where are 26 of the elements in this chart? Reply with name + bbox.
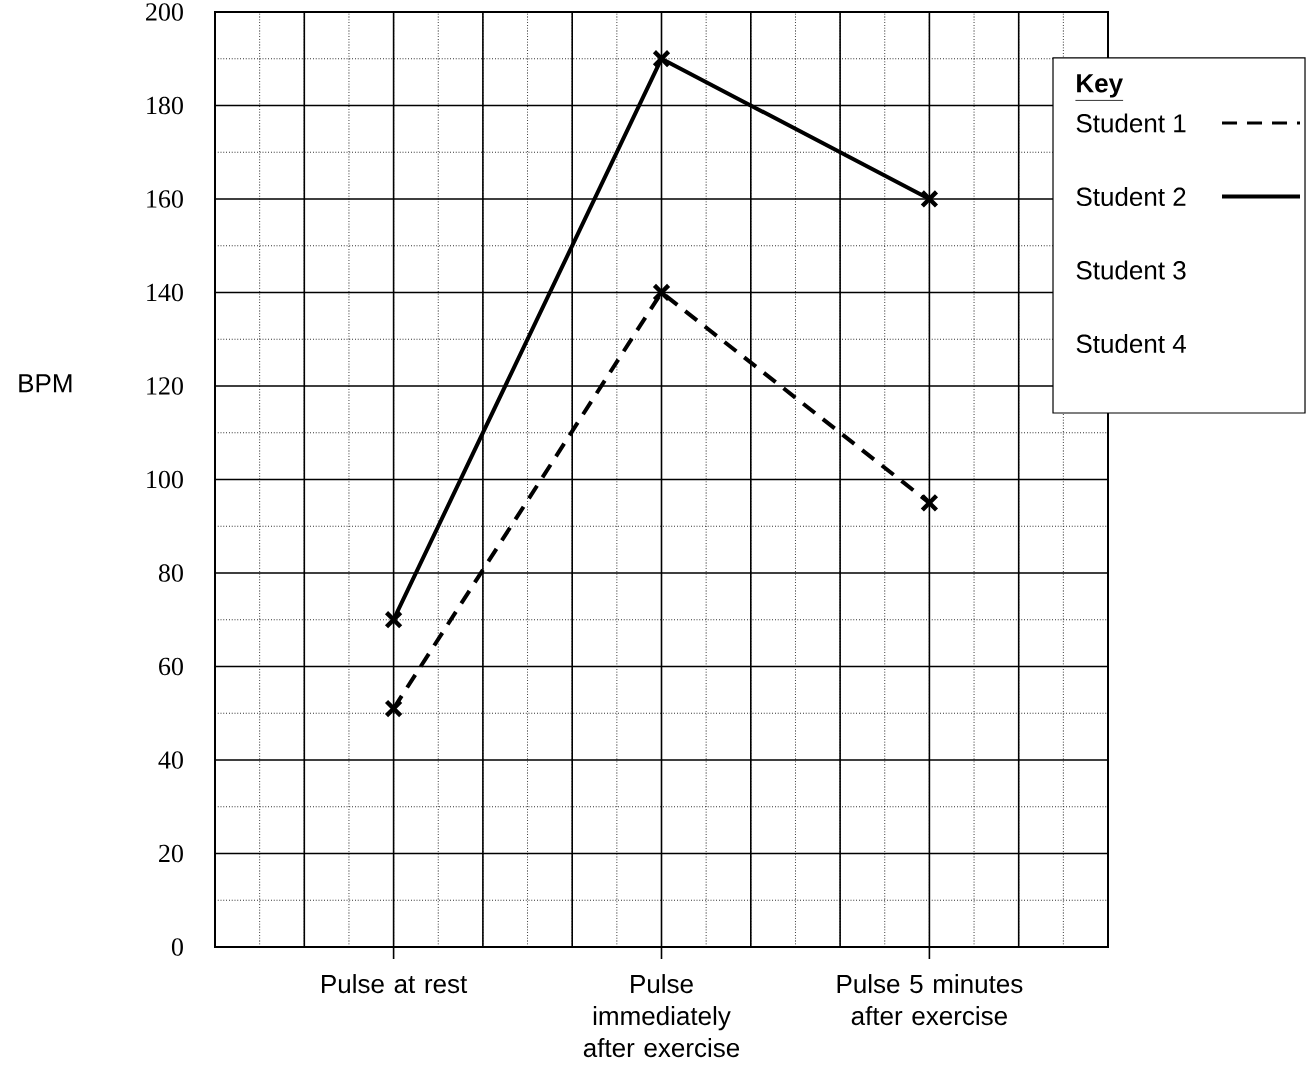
text: Student 4	[1076, 333, 1186, 354]
legend-label: Student 1	[1076, 113, 1186, 133]
x-tick-label: Pulse at rest	[322, 974, 468, 994]
legend-label: Student 2	[1076, 186, 1186, 207]
y-tick-label: 20	[159, 844, 183, 863]
y-tick-label: 180	[147, 96, 183, 115]
y-tick-label: 160	[147, 190, 183, 208]
legend-title: Key	[1077, 74, 1123, 98]
y-tick-label: 60	[159, 657, 183, 676]
point	[920, 189, 939, 209]
point	[384, 610, 403, 630]
x-tick-label: Pulse immediately after exercise	[583, 974, 740, 1058]
point	[384, 699, 403, 718]
point	[652, 283, 671, 302]
y-tick-label: 140	[147, 283, 183, 302]
y-tick-label: 80	[158, 564, 183, 582]
point	[920, 493, 939, 513]
y-tick-label: 100	[147, 470, 183, 489]
text: Student 3	[1076, 260, 1186, 280]
x-tick-label: Pulse 5 minutes after exercise	[837, 974, 1023, 1026]
y-tick-label: 120	[147, 377, 183, 395]
y-tick-label: 200	[146, 3, 183, 21]
point	[652, 49, 671, 68]
y-axis-title: BPM	[19, 374, 72, 393]
y-tick-label: 0	[171, 938, 183, 956]
y-tick-label: 40	[158, 751, 183, 769]
